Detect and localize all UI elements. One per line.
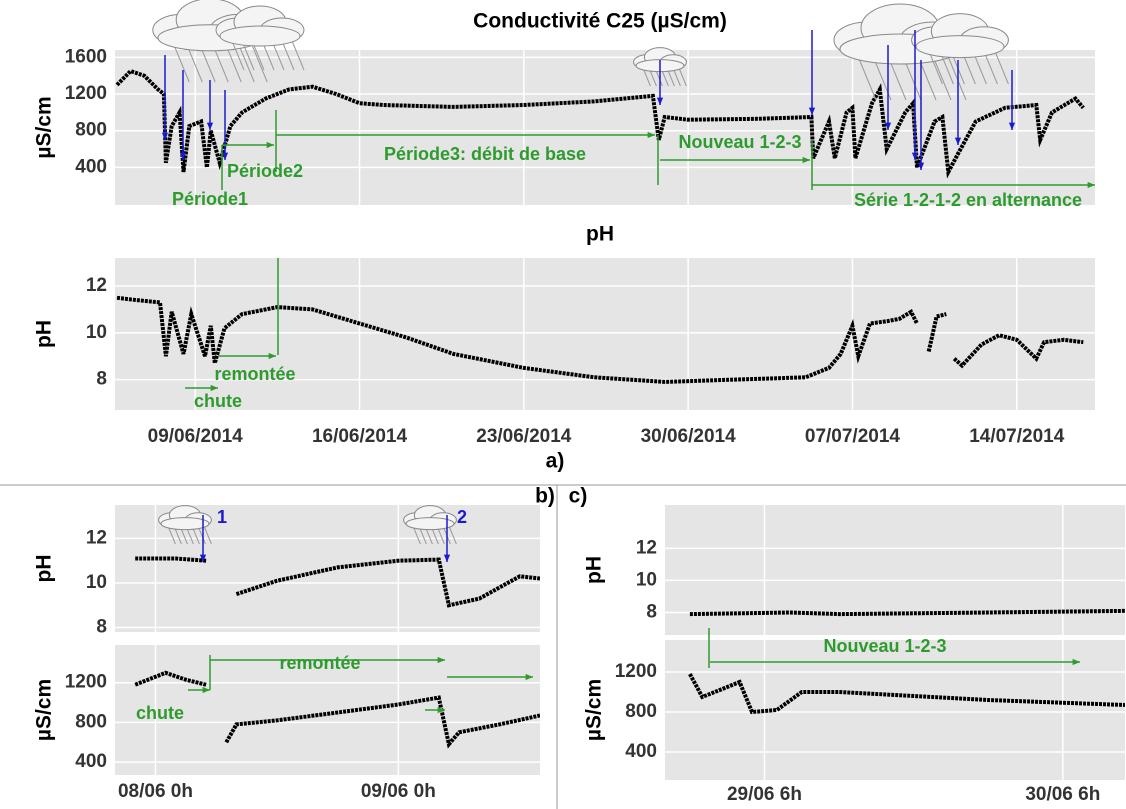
arrow-head xyxy=(206,122,214,130)
annotation: Nouveau 1-2-3 xyxy=(823,636,946,656)
rain-cloud xyxy=(215,5,305,71)
data-line xyxy=(689,608,1125,617)
caption: a) xyxy=(546,450,565,473)
y-tick-label: 400 xyxy=(75,751,107,772)
annotation: Nouveau 1-2-3 xyxy=(678,132,801,152)
arrow-head xyxy=(437,656,445,664)
y-tick-label: 10 xyxy=(636,569,657,590)
arrow-head xyxy=(179,152,187,160)
annotation: Période1 xyxy=(172,189,248,209)
x-tick-label: 07/07/2014 xyxy=(805,426,901,447)
data-line xyxy=(134,670,540,749)
x-tick-label: 09/06/2014 xyxy=(148,426,244,447)
y-tick-label: 800 xyxy=(75,711,107,732)
y-tick-label: 1200 xyxy=(65,672,107,693)
y-tick-label: 8 xyxy=(96,369,107,390)
arrow-head xyxy=(1008,122,1016,130)
rain-cloud xyxy=(911,13,1009,85)
plot-background xyxy=(665,640,1125,780)
x-tick-label: 08/06 0h xyxy=(118,781,193,802)
y-tick-label: 1200 xyxy=(615,661,657,682)
y-tick-label: 1200 xyxy=(65,83,107,104)
x-tick-label: 30/06/2014 xyxy=(641,426,737,447)
rain-cloud xyxy=(403,505,457,545)
arrow-head xyxy=(802,156,810,164)
arrow-head xyxy=(808,107,816,115)
data-line xyxy=(115,68,1085,179)
y-tick-label: 400 xyxy=(75,156,107,177)
y-tick-label: 10 xyxy=(86,322,107,343)
x-tick-label: 09/06 0h xyxy=(361,781,436,802)
y-tick-label: 800 xyxy=(75,120,107,141)
x-tick-label: 16/06/2014 xyxy=(312,426,408,447)
annotation: 1 xyxy=(217,507,227,527)
plot-background xyxy=(115,645,540,775)
annotation: remontée xyxy=(214,364,295,384)
y-tick-label: 1600 xyxy=(65,46,107,67)
y-tick-label: 800 xyxy=(625,701,657,722)
y-axis-label: µS/cm xyxy=(33,679,56,741)
arrow-head xyxy=(266,141,274,149)
y-tick-label: 8 xyxy=(646,602,657,623)
cloud-puff xyxy=(160,517,210,531)
arrow-head xyxy=(1087,181,1095,189)
cloud-puff xyxy=(405,517,455,531)
y-tick-label: 8 xyxy=(96,617,107,638)
x-tick-label: 30/06 6h xyxy=(1025,784,1100,805)
data-line xyxy=(688,673,1125,715)
arrow-head xyxy=(221,152,229,160)
panel-label: b) xyxy=(535,485,555,508)
panel-title: pH xyxy=(586,223,614,246)
annotation: chute xyxy=(194,391,242,411)
y-axis-label: pH xyxy=(33,555,56,583)
y-tick-label: 12 xyxy=(636,537,657,558)
arrow-head xyxy=(525,673,533,681)
rain-cloud xyxy=(633,47,687,87)
data-line xyxy=(116,295,1084,384)
y-axis-label: pH xyxy=(583,556,606,584)
arrow-head xyxy=(210,384,218,392)
arrow-head xyxy=(656,97,664,105)
annotation: Période3: débit de base xyxy=(384,144,586,164)
arrow-head xyxy=(161,132,169,140)
arrow-head xyxy=(199,554,207,562)
x-tick-label: 29/06 6h xyxy=(727,784,802,805)
y-tick-label: 12 xyxy=(86,527,107,548)
y-axis-label: pH xyxy=(33,320,56,348)
annotation: Période2 xyxy=(227,161,303,181)
y-axis-label: µS/cm xyxy=(583,679,606,741)
cloud-puff xyxy=(915,35,1005,59)
x-tick-label: 23/06/2014 xyxy=(476,426,572,447)
plot-background xyxy=(115,50,1095,205)
arrow-head xyxy=(202,686,210,694)
x-tick-label: 14/07/2014 xyxy=(969,426,1065,447)
annotation: remontée xyxy=(279,653,360,673)
arrow-head xyxy=(647,131,655,139)
arrow-head xyxy=(1072,658,1080,666)
panel-label: c) xyxy=(569,485,588,508)
arrow-head xyxy=(443,554,451,562)
annotation: Série 1-2-1-2 en alternance xyxy=(854,190,1082,210)
arrow-head xyxy=(954,137,962,145)
y-tick-label: 400 xyxy=(625,741,657,762)
annotation: 2 xyxy=(457,507,467,527)
decoration xyxy=(0,484,1126,809)
y-tick-label: 10 xyxy=(86,572,107,593)
rain-cloud xyxy=(158,505,212,545)
panel-title: Conductivité C25 (µS/cm) xyxy=(473,10,727,33)
annotation: chute xyxy=(136,703,184,723)
arrow-head xyxy=(268,352,276,360)
arrow-head xyxy=(917,162,925,170)
arrow-head xyxy=(884,122,892,130)
plot-background xyxy=(115,258,1095,410)
y-tick-label: 12 xyxy=(86,275,107,296)
y-axis-label: µS/cm xyxy=(33,96,56,158)
data-line xyxy=(135,556,540,608)
arrow-head xyxy=(911,152,919,160)
cloud-puff xyxy=(219,25,301,47)
arrow-head xyxy=(437,706,445,714)
